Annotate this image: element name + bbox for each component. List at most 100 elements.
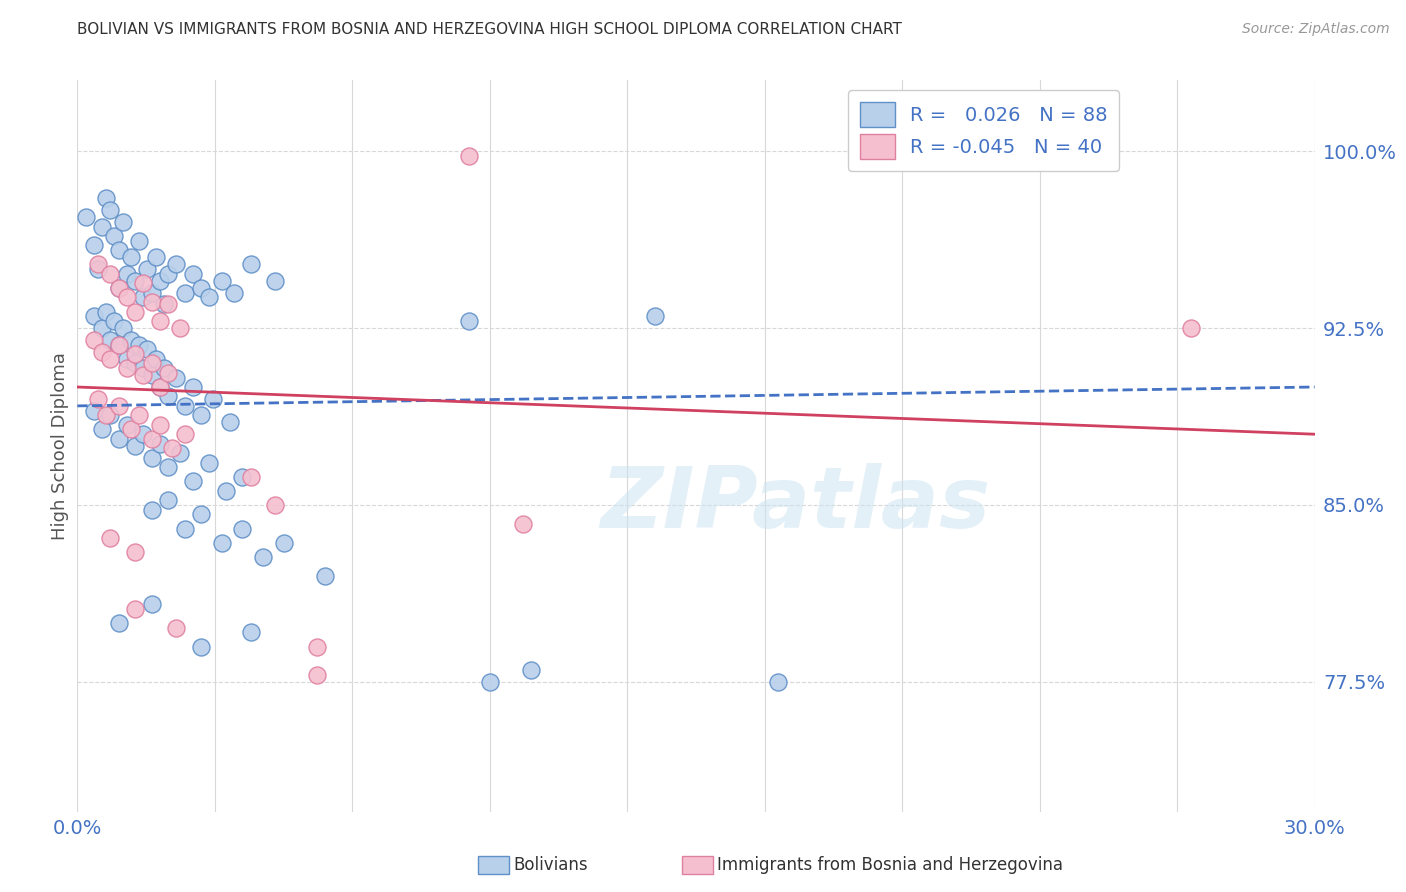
Point bbox=[215, 483, 238, 498]
Point bbox=[98, 267, 121, 281]
Point bbox=[107, 399, 129, 413]
Point bbox=[98, 531, 121, 545]
Point bbox=[219, 416, 242, 430]
Point bbox=[83, 403, 105, 417]
Point bbox=[141, 597, 163, 611]
Point bbox=[149, 436, 172, 450]
Point bbox=[132, 427, 155, 442]
Point bbox=[157, 297, 180, 311]
Point bbox=[305, 668, 328, 682]
Point bbox=[145, 351, 167, 366]
Point bbox=[149, 314, 172, 328]
Point bbox=[107, 281, 129, 295]
Point bbox=[141, 450, 163, 465]
Point bbox=[239, 257, 262, 271]
Point bbox=[173, 399, 195, 413]
Point bbox=[128, 337, 150, 351]
Point bbox=[211, 535, 233, 549]
Point bbox=[157, 493, 180, 508]
Point bbox=[157, 460, 180, 475]
Point bbox=[115, 417, 138, 432]
Point bbox=[87, 257, 110, 271]
Point bbox=[103, 314, 125, 328]
Text: Immigrants from Bosnia and Herzegovina: Immigrants from Bosnia and Herzegovina bbox=[717, 856, 1063, 874]
Point bbox=[181, 475, 204, 489]
Point bbox=[136, 262, 159, 277]
Point bbox=[91, 422, 114, 436]
Point bbox=[141, 502, 163, 516]
Point bbox=[124, 304, 146, 318]
Point bbox=[136, 343, 159, 357]
Point bbox=[75, 210, 97, 224]
Point bbox=[96, 304, 118, 318]
Point bbox=[231, 522, 253, 536]
Point bbox=[173, 285, 195, 300]
Point bbox=[98, 202, 121, 217]
Point bbox=[103, 229, 125, 244]
Point bbox=[115, 290, 138, 304]
Point bbox=[115, 361, 138, 376]
Point bbox=[768, 675, 790, 690]
Point bbox=[169, 446, 191, 460]
Point bbox=[124, 439, 146, 453]
Point bbox=[111, 215, 134, 229]
Point bbox=[181, 267, 204, 281]
Point bbox=[115, 267, 138, 281]
Point bbox=[141, 285, 163, 300]
Point bbox=[512, 516, 534, 531]
Point bbox=[314, 568, 336, 582]
Y-axis label: High School Diploma: High School Diploma bbox=[51, 352, 69, 540]
Text: Bolivians: Bolivians bbox=[513, 856, 588, 874]
Point bbox=[124, 347, 146, 361]
Point bbox=[91, 344, 114, 359]
Point bbox=[305, 640, 328, 654]
Point bbox=[1180, 321, 1202, 335]
Point bbox=[96, 409, 118, 423]
Point bbox=[190, 281, 212, 295]
Point bbox=[157, 267, 180, 281]
Point bbox=[644, 310, 666, 324]
Point bbox=[115, 351, 138, 366]
Point bbox=[520, 663, 543, 677]
Point bbox=[83, 333, 105, 347]
Point bbox=[264, 274, 287, 288]
Point bbox=[107, 432, 129, 446]
Text: BOLIVIAN VS IMMIGRANTS FROM BOSNIA AND HERZEGOVINA HIGH SCHOOL DIPLOMA CORRELATI: BOLIVIAN VS IMMIGRANTS FROM BOSNIA AND H… bbox=[77, 22, 903, 37]
Point bbox=[149, 380, 172, 394]
Point bbox=[198, 456, 221, 470]
Point bbox=[124, 602, 146, 616]
Point bbox=[165, 621, 187, 635]
Point bbox=[111, 321, 134, 335]
Point bbox=[132, 361, 155, 376]
Point bbox=[128, 234, 150, 248]
Point bbox=[107, 243, 129, 257]
Point bbox=[273, 535, 295, 549]
Point bbox=[141, 432, 163, 446]
Point bbox=[149, 380, 172, 394]
Point bbox=[132, 368, 155, 383]
Point bbox=[83, 310, 105, 324]
Point bbox=[153, 297, 176, 311]
Point bbox=[264, 498, 287, 512]
Point bbox=[165, 257, 187, 271]
Legend: R =   0.026   N = 88, R = -0.045   N = 40: R = 0.026 N = 88, R = -0.045 N = 40 bbox=[848, 90, 1119, 171]
Point bbox=[141, 295, 163, 310]
Point bbox=[91, 321, 114, 335]
Point bbox=[98, 409, 121, 423]
Point bbox=[87, 262, 110, 277]
Point bbox=[91, 219, 114, 234]
Point bbox=[173, 522, 195, 536]
Point bbox=[160, 442, 183, 456]
Point bbox=[239, 625, 262, 640]
Point bbox=[120, 250, 142, 264]
Point bbox=[149, 417, 172, 432]
Point bbox=[132, 276, 155, 290]
Point bbox=[124, 274, 146, 288]
Point bbox=[173, 427, 195, 442]
Point bbox=[190, 640, 212, 654]
Point bbox=[222, 285, 245, 300]
Point bbox=[124, 545, 146, 559]
Point bbox=[181, 380, 204, 394]
Point bbox=[107, 337, 129, 351]
Point bbox=[252, 549, 274, 564]
